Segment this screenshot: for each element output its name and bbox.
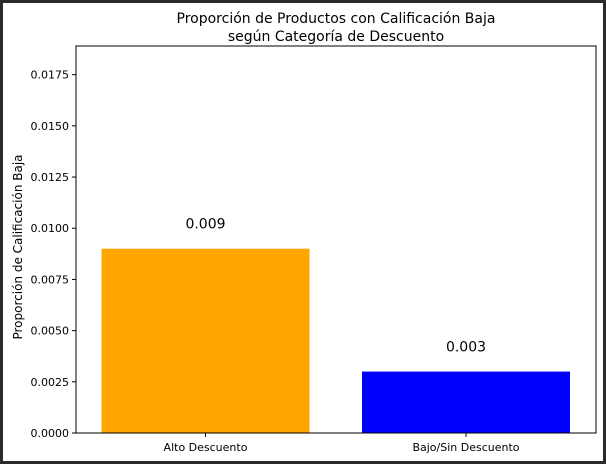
bar-value-label-1: 0.009 bbox=[185, 217, 225, 233]
y-tick-label-7: 0.0150 bbox=[31, 120, 70, 133]
y-tick-label-3: 0.0050 bbox=[31, 325, 70, 338]
y-tick-label-5: 0.0100 bbox=[31, 222, 70, 235]
y-tick-label-2: 0.0025 bbox=[31, 376, 70, 389]
bar-2 bbox=[362, 371, 570, 433]
y-tick-label-6: 0.0125 bbox=[31, 171, 70, 184]
x-tick-label-2: Bajo/Sin Descuento bbox=[412, 441, 519, 454]
y-tick-label-4: 0.0075 bbox=[31, 273, 70, 286]
bar-value-label-2: 0.003 bbox=[446, 340, 486, 356]
y-tick-label-1: 0.0000 bbox=[31, 427, 70, 440]
chart-title-line-1: Proporción de Productos con Calificación… bbox=[177, 11, 496, 27]
x-tick-label-1: Alto Descuento bbox=[164, 441, 248, 454]
bar-chart: Proporción de Productos con Calificación… bbox=[11, 11, 597, 454]
chart-title-line-2: según Categoría de Descuento bbox=[228, 29, 444, 45]
bar-1 bbox=[101, 248, 310, 433]
y-axis-label: Proporción de Calificación Baja bbox=[11, 154, 25, 339]
y-tick-label-8: 0.0175 bbox=[31, 69, 70, 82]
chart-figure: Proporción de Productos con Calificación… bbox=[3, 3, 603, 461]
plot-area-frame bbox=[75, 45, 597, 434]
